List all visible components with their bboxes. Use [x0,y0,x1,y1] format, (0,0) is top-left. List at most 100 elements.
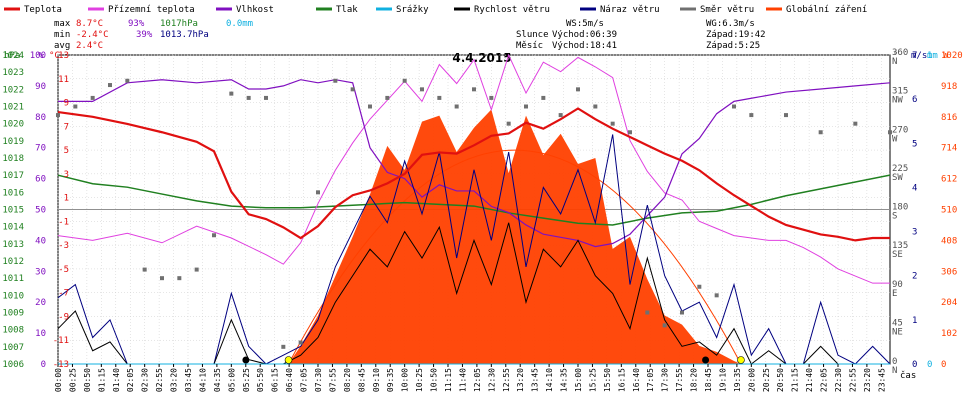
sun-rise: Východ:06:39 [552,30,617,40]
x-tick-label: 00:50 [83,368,92,392]
pressure-tick: 1009 [2,309,24,319]
pressure-tick: 1012 [2,257,24,267]
x-tick-label: 23:45 [877,368,886,392]
wind-direction-point [316,190,320,195]
x-tick-label: 10:25 [415,368,424,392]
wind-direction-point [281,344,286,349]
x-tick-label: 05:00 [227,368,236,392]
temperature-tick: -1 [58,217,69,227]
humidity-line [58,79,891,248]
moon-label: Měsíc [516,41,543,51]
temperature-tick: 3 [64,170,69,180]
wind-speed-tick: 3 [912,228,917,238]
wind-direction-point [714,293,719,298]
wind-ws: WS:5m/s [566,19,604,29]
humidity-tick: 80 [35,113,46,123]
wind-direction-label: N [892,57,897,67]
wind-direction-point [697,284,702,289]
x-tick-label: 04:10 [198,368,207,392]
unit-hpa: hPa [4,51,20,61]
wind-direction-label: E [892,289,897,299]
pressure-tick: 1006 [2,360,24,370]
temperature-line [57,107,890,242]
radiation-tick: 204 [941,298,957,308]
wind-direction-label: W [892,134,898,144]
wind-direction-point [628,130,632,135]
wind-direction-label: NE [892,327,903,337]
x-tick-label: 10:50 [430,368,439,392]
wind-direction-point [385,95,390,100]
wind-direction-point [454,104,459,109]
x-tick-label: 08:45 [357,368,366,392]
unit-pct: % [38,51,44,61]
radiation-tick: 918 [941,82,957,92]
pressure-tick: 1011 [2,274,24,284]
x-tick-label: 15:25 [588,368,597,392]
pressure-tick: 1020 [2,120,24,130]
x-tick-label: 01:40 [112,368,121,392]
temperature-tick: 5 [64,146,69,156]
x-tick-label: 17:55 [675,368,684,392]
wind-direction-point [56,113,60,118]
wind-direction-point [246,95,251,100]
wind-direction-point [90,95,95,100]
x-tick-label: 01:15 [97,368,106,392]
x-tick-label: 20:00 [747,368,756,392]
legend-label: Rychlost větru [474,5,550,15]
temperature-tick: 11 [58,75,69,85]
wind-direction-tick: 90 [892,280,903,290]
stat-min-press: 1013.7hPa [160,30,209,40]
stat-max-press: 1017hPa [160,19,198,29]
sun-set: Západ:19:42 [706,30,766,40]
humidity-tick: 90 [35,82,46,92]
x-tick-label: 07:05 [300,368,309,392]
x-tick-label: 21:40 [805,368,814,392]
wind-direction-point [749,113,754,118]
rain-tick: 0 [927,360,932,370]
humidity-tick: 50 [35,206,46,216]
wind-direction-point [420,87,424,92]
x-tick-label: 07:30 [314,368,323,392]
axes: 1006100710081009101010111012101310141015… [2,48,962,392]
temperature-tick: -7 [58,289,69,299]
wind-direction-point [212,233,216,238]
legend-label: Srážky [396,5,429,15]
stat-min-hum: 39% [136,30,153,40]
moonrise-marker [702,356,710,364]
x-tick-label: 16:40 [632,368,641,392]
wind-direction-point [576,87,580,92]
wind-direction-label: SE [892,250,903,260]
x-tick-label: 10:00 [401,368,410,392]
pressure-line [57,174,891,226]
x-tick-label: 23:20 [863,368,872,392]
x-tick-label: 17:30 [661,368,670,392]
temperature-tick: 13 [58,51,69,61]
wind-speed-tick: 5 [912,139,917,149]
x-tick-label: 19:10 [718,368,727,392]
x-tick-label: 02:55 [155,368,164,392]
wind-speed-tick: 0 [912,360,917,370]
x-tick-label: 11:15 [444,368,453,392]
x-tick-label: 06:15 [271,368,280,392]
x-tick-label: 15:50 [603,368,612,392]
x-tick-label: 02:30 [141,368,150,392]
x-tick-label: 03:45 [184,368,193,392]
wind-direction-point [108,83,112,88]
legend-label: Směr větru [700,5,754,15]
x-tick-label: 12:55 [502,368,511,392]
unit-ms: m/s [911,51,927,61]
pressure-tick: 1007 [2,343,24,353]
humidity-tick: 20 [35,298,46,308]
x-tick-label: 15:00 [574,368,583,392]
radiation-tick: 408 [941,236,957,246]
x-tick-label: 20:25 [762,368,771,392]
x-tick-label: 09:35 [386,368,395,392]
sunset-marker [737,356,745,364]
pressure-tick: 1019 [2,137,24,147]
temperature-tick: 7 [64,122,69,132]
ground-temperature-line [57,53,890,284]
pressure-tick: 1018 [2,154,24,164]
pressure-tick: 1022 [2,85,24,95]
wind-direction-point [177,276,182,281]
